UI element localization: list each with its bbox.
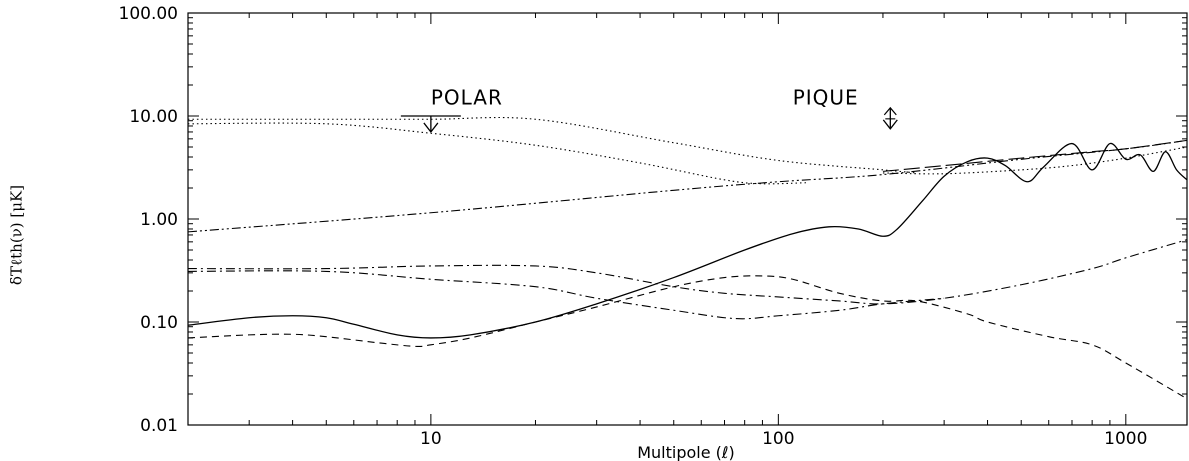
arrow-up-icon [883,106,897,116]
y-tick-label: 1.00 [140,210,178,230]
x-tick-label: 1000 [1104,429,1147,449]
y-tick-label: 10.00 [129,107,178,127]
series-layer [187,116,1188,400]
x-tick-label: 100 [762,429,794,449]
plot-frame [187,12,1188,426]
series-line-9-dotted [882,146,1188,175]
series-line-6-long-dash [882,139,1188,172]
y-tick-label: 0.01 [140,416,178,436]
plot-area [187,12,1188,426]
series-line-3-dash-dot [187,239,1188,305]
y-tick-label: 0.10 [140,313,178,333]
y-axis-title: δTℓth(ν) [μK] [4,175,30,295]
tick-layer: 10 100 1000 0.01 0.10 1.00 10.00 100.00 [119,4,1187,449]
series-line-8-dotted [187,122,806,185]
x-tick-label: 10 [420,429,442,449]
series-line-2-dashed [187,275,1188,400]
series-line-7-dotted [188,116,917,174]
annotation-layer: POLAR PIQUE [400,85,898,134]
series-line-4-dash-dot [187,270,945,320]
x-axis-title: Multipole (ℓ) [637,443,735,461]
y-tick-label: 100.00 [119,4,178,24]
annotation-polar-label: POLAR [431,85,503,109]
arrow-down-icon [423,122,439,134]
arrow-down-icon [882,119,898,130]
series-line-1-solid [187,142,1188,339]
series-line-5-dash-dot-dot [187,139,1188,233]
annotation-pique-label: PIQUE [793,85,859,109]
y-axis-title-text: δTℓth(ν) [μK] [7,184,26,286]
